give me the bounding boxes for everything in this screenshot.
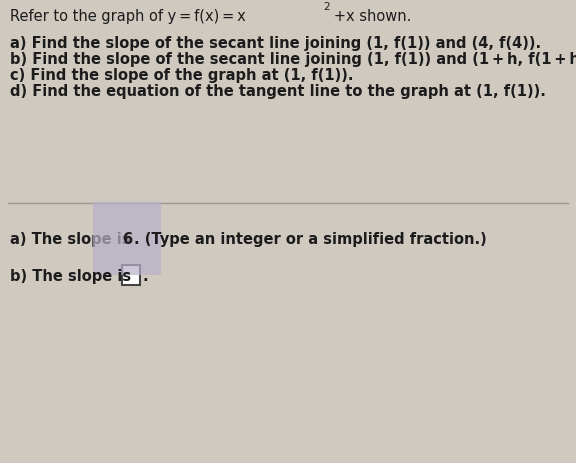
- Text: 6: 6: [122, 232, 132, 246]
- Text: c) Find the slope of the graph at (1, f(1)).: c) Find the slope of the graph at (1, f(…: [10, 68, 354, 83]
- Text: .: .: [142, 269, 147, 283]
- Text: b) The slope is: b) The slope is: [10, 269, 137, 283]
- Text: a) The slope is: a) The slope is: [10, 232, 135, 246]
- Text: b) Find the slope of the secant line joining (1, f(1)) and (1 + h, f(1 + h)).: b) Find the slope of the secant line joi…: [10, 52, 576, 67]
- Text: +x shown.: +x shown.: [331, 9, 411, 24]
- FancyBboxPatch shape: [122, 265, 140, 285]
- Text: d) Find the equation of the tangent line to the graph at (1, f(1)).: d) Find the equation of the tangent line…: [10, 84, 546, 99]
- Text: 2: 2: [323, 2, 329, 12]
- Text: Refer to the graph of y = f(x) = x: Refer to the graph of y = f(x) = x: [10, 9, 246, 24]
- Text: a) Find the slope of the secant line joining (1, f(1)) and (4, f(4)).: a) Find the slope of the secant line joi…: [10, 36, 541, 51]
- Text: . (Type an integer or a simplified fraction.): . (Type an integer or a simplified fract…: [134, 232, 487, 246]
